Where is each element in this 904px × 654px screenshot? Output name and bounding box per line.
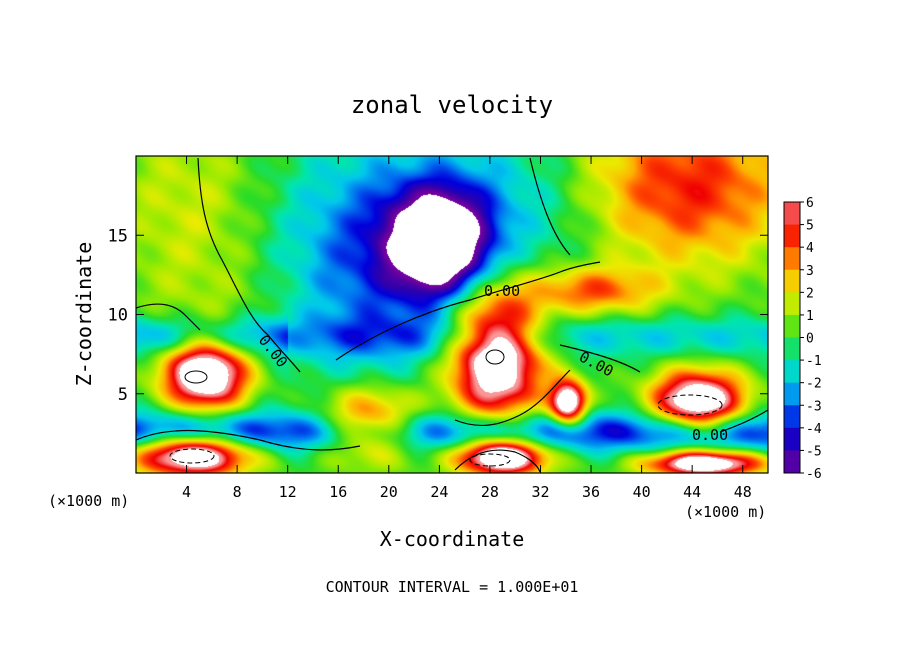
colorbar-tick-label: -6 <box>806 467 822 482</box>
colorbar-band <box>784 314 800 338</box>
colorbar-tick-label: 6 <box>806 196 814 211</box>
colorbar-tick-label: -5 <box>806 444 822 459</box>
colorbar-tick-label: -2 <box>806 377 822 392</box>
x-tick-label: 24 <box>430 483 448 501</box>
x-tick-label: 4 <box>182 483 191 501</box>
x-unit-label-left: (×1000 m) <box>48 492 129 510</box>
colorbar-tick-label: -4 <box>806 422 822 437</box>
colorbar-band <box>784 269 800 293</box>
colorbar-tick-label: 0 <box>806 332 814 347</box>
colorbar: 6 5 4 3 2 1 0 -1 -2 -3 -4 -5 -6 <box>783 196 822 482</box>
colorbar-band <box>784 405 800 429</box>
contour-interval-footer: CONTOUR INTERVAL = 1.000E+01 <box>326 578 579 596</box>
colorbar-tick-label: 3 <box>806 264 814 279</box>
solid-small-contours <box>184 349 505 384</box>
colorbar-tick-label: 2 <box>806 286 814 301</box>
colorbar-band <box>784 224 800 248</box>
x-axis-title: X-coordinate <box>380 527 525 551</box>
x-tick-label: 44 <box>683 483 701 501</box>
heatmap-field <box>136 156 768 473</box>
x-tick-label: 8 <box>233 483 242 501</box>
y-axis-title: Z-coordinate <box>72 242 96 387</box>
colorbar-band <box>784 202 800 226</box>
contour-lines <box>135 157 769 473</box>
x-tick-label: 36 <box>582 483 600 501</box>
colorbar-band <box>784 292 800 316</box>
colorbar-band <box>784 247 800 271</box>
x-tick-label: 40 <box>633 483 651 501</box>
colorbar-band <box>784 427 800 451</box>
x-tick-label: 32 <box>531 483 549 501</box>
colorbar-tick-label: -1 <box>806 354 822 369</box>
x-tick-label: 28 <box>481 483 499 501</box>
y-tick-label: 5 <box>118 385 128 405</box>
y-tick-label: 10 <box>108 306 128 326</box>
colorbar-tick-label: 5 <box>806 219 814 234</box>
x-unit-label-right: (×1000 m) <box>685 503 766 521</box>
colorbar-band <box>784 337 800 361</box>
chart-title: zonal velocity <box>351 91 553 119</box>
x-tick-label: 12 <box>279 483 297 501</box>
x-tick-label: 20 <box>380 483 398 501</box>
x-tick-label: 48 <box>734 483 752 501</box>
x-tick-label: 16 <box>329 483 347 501</box>
colorbar-tick-label: 1 <box>806 309 814 324</box>
y-axis-ticks: 5 10 15 <box>108 226 768 405</box>
colorbar-tick-label: -3 <box>806 399 822 414</box>
contour-label: 0.00 <box>484 282 520 300</box>
contour-label: 0.00 <box>692 426 728 444</box>
dashed-contours <box>169 394 723 467</box>
colorbar-band <box>784 382 800 406</box>
colorbar-tick-label: 4 <box>806 241 814 256</box>
x-axis-ticks: 4 8 12 16 20 24 28 32 36 40 44 48 <box>182 156 752 501</box>
colorbar-band <box>784 450 800 474</box>
colorbar-band <box>784 360 800 384</box>
y-tick-label: 15 <box>108 226 128 246</box>
